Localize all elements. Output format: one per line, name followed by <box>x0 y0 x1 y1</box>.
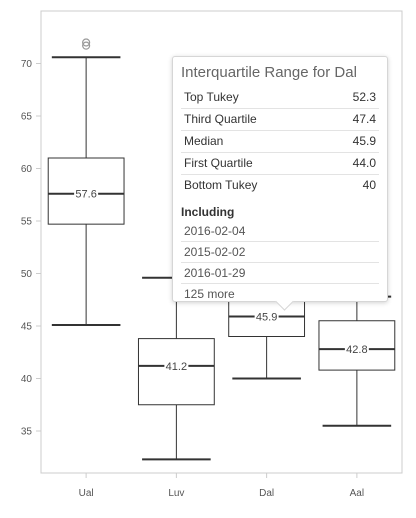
tooltip-row-value: 44.0 <box>352 156 376 170</box>
median-label: 41.2 <box>166 361 187 373</box>
tooltip-stats-list: Top Tukey 52.3 Third Quartile 47.4 Media… <box>181 87 379 196</box>
iqr-box <box>228 300 306 337</box>
y-tick-label: 40 <box>21 374 33 385</box>
x-tick-label: Luv <box>168 488 184 499</box>
tooltip-row-label: Third Quartile <box>184 112 257 126</box>
tooltip-row-value: 45.9 <box>352 134 376 148</box>
tooltip-row-label: Median <box>184 134 224 148</box>
iqr-box <box>47 157 125 225</box>
tooltip-row-label: Bottom Tukey <box>184 178 258 192</box>
tooltip-row-label: First Quartile <box>184 156 253 170</box>
y-tick-label: 60 <box>21 164 33 175</box>
tooltip-row-first-quartile: First Quartile 44.0 <box>181 153 379 175</box>
median-label: 57.6 <box>75 189 96 201</box>
y-tick-label: 50 <box>21 269 33 280</box>
outlier-point <box>82 38 91 47</box>
y-tick-label: 65 <box>21 112 33 123</box>
x-tick-label: Dal <box>259 488 274 499</box>
x-tick-label: Ual <box>79 488 94 499</box>
tooltip-more-link[interactable]: 125 more <box>184 287 235 301</box>
y-tick-label: 35 <box>21 427 33 438</box>
tooltip-row-bottom-tukey: Bottom Tukey 40 <box>181 175 379 196</box>
tooltip-row-value: 47.4 <box>352 112 376 126</box>
tooltip-title: Interquartile Range for Dal <box>181 64 357 81</box>
outlier-point <box>82 41 91 50</box>
tooltip-date-item: 2016-02-04 <box>181 221 379 242</box>
tooltip-row-value: 40 <box>362 178 376 192</box>
iqr-box <box>137 338 215 406</box>
tooltip-date-item: 2015-02-02 <box>181 242 379 263</box>
y-tick-label: 45 <box>21 322 33 333</box>
tooltip-row-top-tukey: Top Tukey 52.3 <box>181 87 379 109</box>
tooltip-date-item: 2016-01-29 <box>181 263 379 284</box>
median-label: 45.9 <box>256 312 277 324</box>
tooltip-row-median: Median 45.9 <box>181 131 379 153</box>
tooltip-row-label: Top Tukey <box>184 90 239 104</box>
tooltip-row-value: 52.3 <box>352 90 376 104</box>
x-tick-label: Aal <box>350 488 364 499</box>
y-tick-label: 70 <box>21 59 33 70</box>
iqr-tooltip: Interquartile Range for Dal Top Tukey 52… <box>172 56 388 311</box>
iqr-box <box>318 320 396 371</box>
tooltip-including-heading: Including <box>181 205 235 219</box>
y-tick-label: 55 <box>21 217 33 228</box>
median-label: 42.8 <box>346 344 367 356</box>
tooltip-row-third-quartile: Third Quartile 47.4 <box>181 109 379 131</box>
